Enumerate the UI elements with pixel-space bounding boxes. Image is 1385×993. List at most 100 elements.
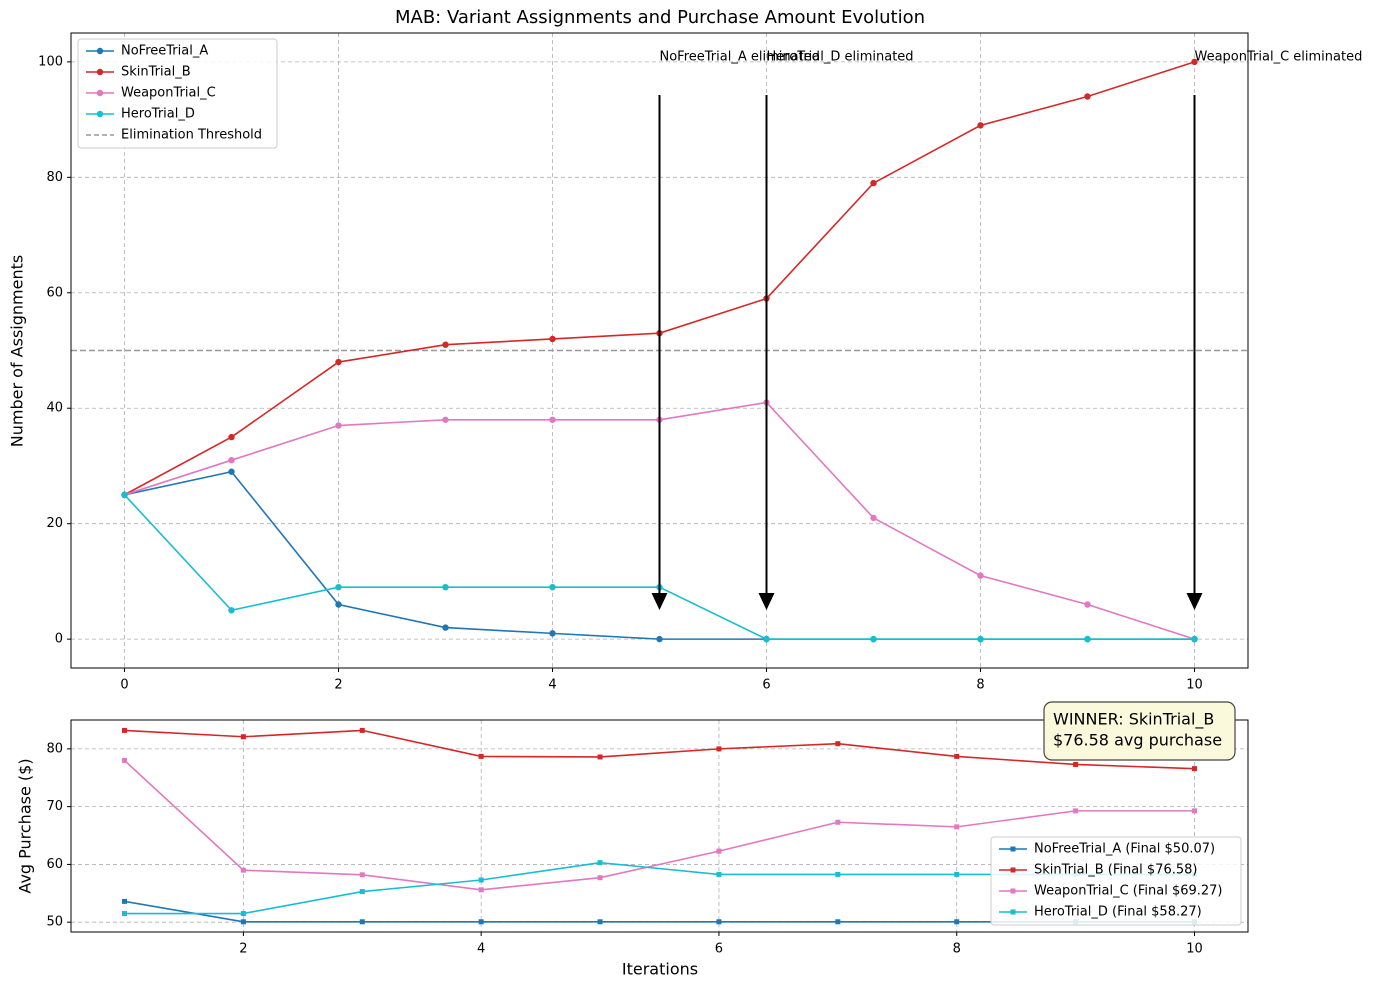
- marker: [716, 848, 722, 854]
- legend-label: WeaponTrial_C: [121, 86, 216, 101]
- marker: [240, 734, 246, 740]
- x-tick-label: 8: [953, 942, 961, 957]
- marker: [122, 727, 127, 733]
- marker: [954, 871, 960, 877]
- marker: [716, 871, 722, 877]
- legend-label: SkinTrial_B (Final $76.58): [1034, 863, 1197, 878]
- marker: [228, 468, 235, 475]
- marker: [597, 860, 603, 866]
- marker: [478, 919, 484, 925]
- marker: [122, 757, 127, 763]
- marker: [240, 919, 246, 925]
- marker: [1191, 635, 1198, 643]
- winner-text: $76.58 avg purchase: [1053, 731, 1222, 750]
- marker: [442, 583, 449, 591]
- legend-marker: [1010, 846, 1016, 852]
- y-tick-label: 40: [46, 401, 63, 416]
- chart-title: MAB: Variant Assignments and Purchase Am…: [395, 7, 925, 28]
- marker: [870, 514, 877, 522]
- legend-label: SkinTrial_B: [121, 65, 191, 80]
- marker: [335, 583, 342, 591]
- legend-label: HeroTrial_D: [121, 107, 195, 122]
- legend-marker: [96, 110, 104, 118]
- marker: [335, 601, 342, 608]
- plot-frame: [70, 719, 1249, 933]
- marker: [835, 919, 841, 925]
- y-tick-label: 70: [46, 799, 63, 814]
- marker: [1073, 761, 1079, 767]
- x-tick-label: 0: [120, 678, 128, 693]
- y-tick-label: 50: [46, 915, 63, 930]
- legend-box: [77, 38, 278, 149]
- y-tick-label: 0: [55, 632, 63, 647]
- marker: [597, 919, 603, 925]
- plot-frame: [70, 32, 1249, 669]
- marker: [359, 919, 365, 925]
- marker: [716, 919, 722, 925]
- marker: [1192, 766, 1197, 772]
- marker: [1073, 808, 1079, 814]
- marker: [240, 911, 246, 917]
- y-tick-label: 60: [46, 285, 63, 300]
- legend-label: NoFreeTrial_A: [121, 44, 208, 59]
- legend-marker: [96, 47, 104, 55]
- x-axis-label: Iterations: [622, 960, 698, 979]
- annotation: NoFreeTrial_A eliminated: [660, 50, 820, 65]
- marker: [656, 635, 663, 643]
- marker: [870, 179, 877, 187]
- marker: [716, 746, 722, 752]
- marker: [228, 456, 235, 464]
- marker: [597, 754, 603, 760]
- marker: [763, 635, 770, 643]
- marker: [1084, 601, 1091, 608]
- legend-label: NoFreeTrial_A (Final $50.07): [1034, 842, 1215, 857]
- y-axis-label: Avg Purchase ($): [16, 758, 35, 893]
- legend-label: Elimination Threshold: [121, 128, 262, 143]
- marker: [1084, 93, 1091, 100]
- marker: [478, 753, 484, 759]
- marker: [977, 572, 984, 579]
- marker: [228, 607, 235, 614]
- legend-marker: [1010, 888, 1016, 894]
- x-tick-label: 10: [1186, 942, 1203, 957]
- marker: [1192, 808, 1197, 814]
- marker: [442, 624, 449, 631]
- legend-marker: [1010, 867, 1016, 873]
- x-tick-label: 6: [762, 678, 770, 693]
- marker: [478, 887, 484, 893]
- marker: [121, 491, 128, 499]
- marker: [478, 877, 484, 883]
- x-tick-label: 6: [715, 942, 723, 957]
- x-tick-label: 2: [334, 678, 342, 693]
- marker: [122, 898, 127, 904]
- marker: [835, 871, 841, 877]
- y-tick-label: 80: [46, 741, 63, 756]
- marker: [442, 341, 449, 348]
- marker: [359, 889, 365, 895]
- annotation-arrowhead: [651, 593, 668, 610]
- marker: [977, 122, 984, 129]
- legend-label: WeaponTrial_C (Final $69.27): [1034, 884, 1223, 899]
- marker: [359, 727, 365, 733]
- marker: [549, 630, 556, 637]
- x-tick-label: 4: [477, 942, 485, 957]
- x-tick-label: 2: [239, 942, 247, 957]
- annotation: HeroTrial_D eliminated: [767, 50, 914, 65]
- legend-marker: [1010, 909, 1016, 915]
- marker: [335, 422, 342, 429]
- annotation-arrowhead: [1186, 593, 1203, 610]
- marker: [442, 416, 449, 423]
- marker: [954, 753, 960, 759]
- marker: [977, 635, 984, 643]
- marker: [335, 358, 342, 366]
- marker: [549, 416, 556, 423]
- marker: [122, 911, 127, 917]
- marker: [359, 872, 365, 878]
- y-tick-label: 80: [46, 170, 63, 185]
- marker: [549, 583, 556, 591]
- marker: [549, 335, 556, 343]
- series-line: [124, 729, 1195, 770]
- marker: [954, 919, 960, 925]
